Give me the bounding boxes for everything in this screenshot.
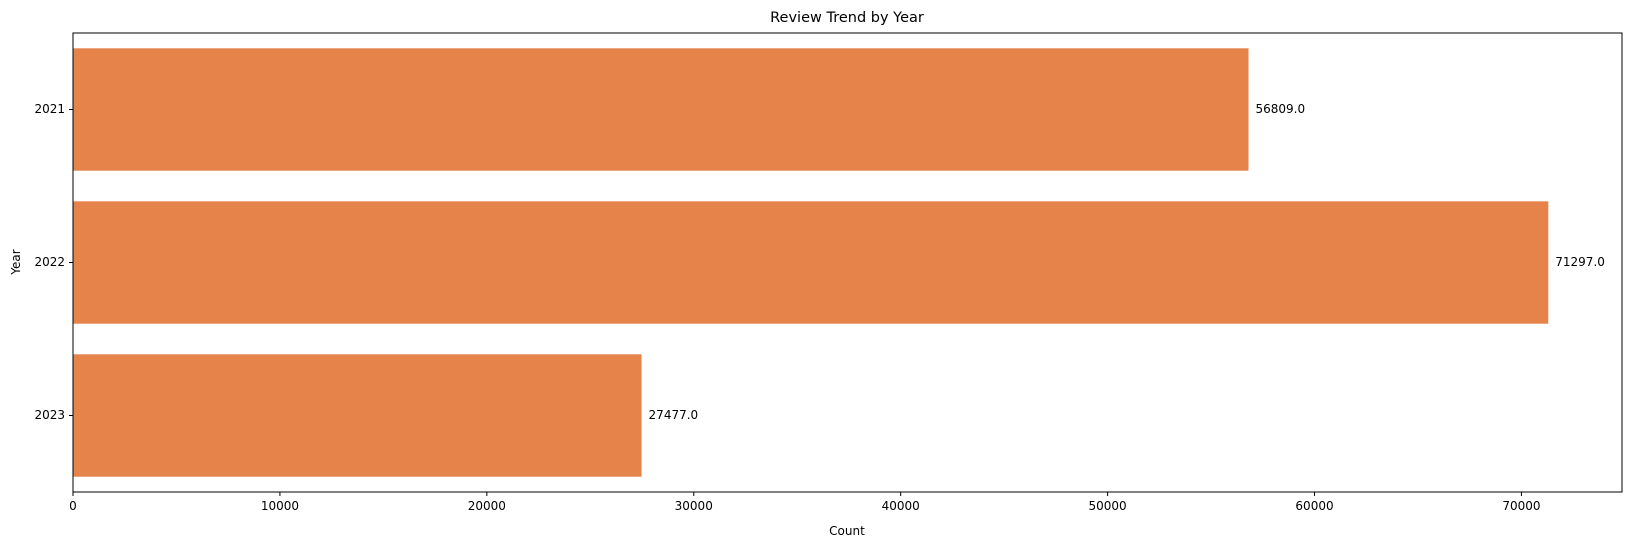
data-label-2023: 27477.0 [649,408,699,422]
data-labels-group: 56809.0 71297.0 27477.0 [649,102,1605,422]
x-tick-label-0: 0 [69,499,77,513]
y-tick-label-2023: 2023 [34,408,65,422]
y-tick-label-2021: 2021 [34,102,65,116]
y-axis: 2021 2022 2023 [34,102,73,422]
x-tick-label-50000: 50000 [1089,499,1127,513]
data-label-2022: 71297.0 [1555,255,1605,269]
x-axis: 0 10000 20000 30000 40000 50000 60000 70000 [69,492,1541,513]
chart-title: Review Trend by Year [770,10,924,26]
x-tick-label-70000: 70000 [1502,499,1540,513]
bar-2023 [73,354,642,477]
bar-2022 [73,201,1549,324]
bars-group [73,48,1549,477]
x-axis-label: Count [829,524,865,538]
bar-2021 [73,48,1249,171]
x-tick-label-60000: 60000 [1295,499,1333,513]
plot-frame [72,32,1623,493]
data-label-2021: 56809.0 [1255,102,1305,116]
x-tick-label-20000: 20000 [468,499,506,513]
x-tick-label-30000: 30000 [675,499,713,513]
y-tick-label-2022: 2022 [34,255,65,269]
y-axis-label: Year [9,249,23,275]
x-tick-label-10000: 10000 [261,499,299,513]
x-tick-label-40000: 40000 [882,499,920,513]
